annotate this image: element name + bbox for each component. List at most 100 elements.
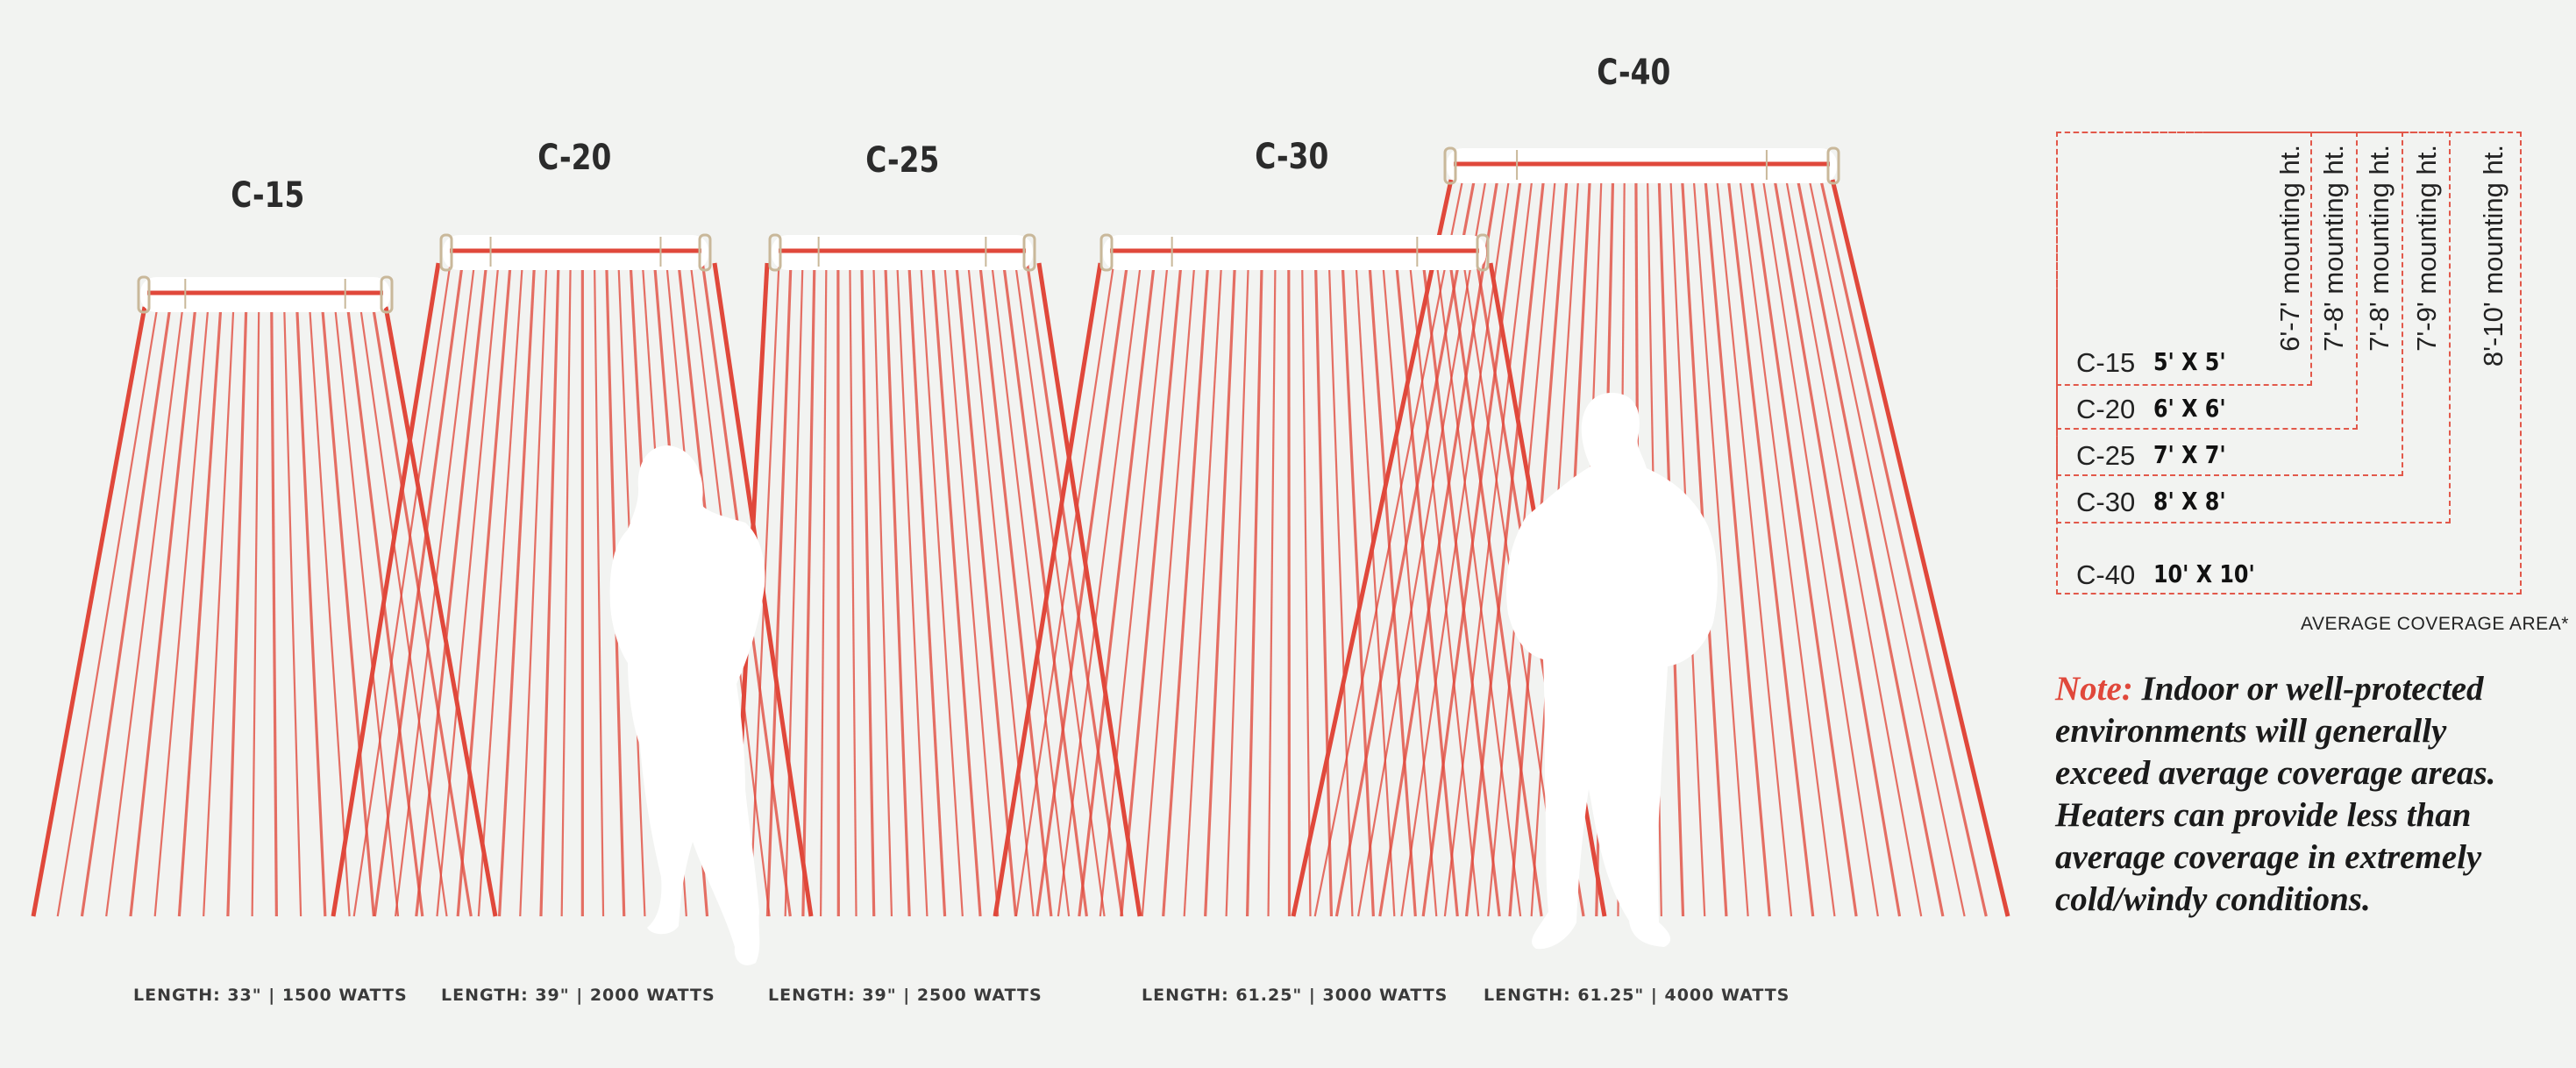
heat-ray: [1078, 262, 1156, 917]
heat-ray: [352, 262, 452, 917]
heat-ray: [1421, 179, 1522, 917]
heater-unit-c40: [1443, 146, 1840, 185]
legend-model-c20: C-20: [2076, 394, 2136, 424]
heat-ray: [226, 306, 248, 917]
heat-ray: [1334, 179, 1476, 917]
heat-ray: [1819, 179, 1988, 917]
heat-ray: [801, 262, 816, 917]
heater-bracket-right: [698, 233, 712, 272]
mounting-height-c15: 6'-7' mounting ht.: [2274, 145, 2305, 352]
mounting-height-c30: 7'-9' mounting ht.: [2411, 145, 2442, 352]
heat-ray: [1796, 179, 1945, 917]
heat-ray: [1704, 179, 1771, 917]
heat-ray: [1327, 262, 1354, 917]
person-silhouette-right: [1506, 393, 1718, 950]
heater-bracket-right: [1022, 233, 1036, 272]
heat-ray: [1014, 262, 1115, 917]
heat-ray: [872, 262, 893, 917]
heat-ray: [1692, 179, 1749, 917]
heat-ray: [1355, 262, 1396, 917]
heat-ray: [1464, 179, 1546, 917]
heat-ray: [105, 306, 184, 917]
heat-ray: [1378, 179, 1499, 917]
heater-bracket-right: [1476, 233, 1490, 272]
heater-unit-c30: [1099, 233, 1490, 272]
heat-ray: [978, 262, 1053, 917]
heater-bracket-left: [1099, 233, 1114, 272]
legend-area-c25: 7' X 7': [2153, 440, 2226, 469]
heat-ray: [749, 262, 780, 917]
heat-ray: [383, 306, 498, 917]
heat-ray: [177, 306, 223, 917]
mounting-height-c20: 7'-8' mounting ht.: [2318, 145, 2349, 352]
legend-area-c40: 10' X 10': [2153, 559, 2255, 588]
heater-bracket-left: [1443, 146, 1457, 185]
heater-bracket-left: [768, 233, 782, 272]
heat-ray: [436, 262, 500, 917]
heat-ray: [1301, 262, 1312, 917]
heat-ray: [1773, 179, 1902, 917]
heat-ray: [56, 306, 159, 917]
heat-ray: [359, 306, 448, 917]
heater-title-c20: C-20: [537, 138, 612, 178]
heat-ray: [1183, 262, 1223, 917]
heat-ray: [896, 262, 929, 917]
heat-ray: [1785, 179, 1923, 917]
legend-caption: AVERAGE COVERAGE AREA*: [2301, 614, 2569, 634]
heat-ray: [1750, 179, 1858, 917]
heat-ray: [1382, 262, 1438, 917]
legend-model-c15: C-15: [2076, 347, 2136, 378]
heat-ray: [519, 262, 548, 917]
heat-ray: [884, 262, 911, 917]
heat-ray: [295, 306, 327, 917]
heater-spec-c40: LENGTH: 61.25" | 4000 WATTS: [1484, 986, 1790, 1005]
heater-bracket-left: [137, 275, 151, 314]
heat-ray: [1245, 262, 1263, 917]
heat-ray: [1014, 262, 1106, 917]
heat-ray: [849, 262, 857, 917]
heat-ray: [394, 262, 476, 917]
heat-ray: [967, 262, 1035, 917]
heater-spec-c30: LENGTH: 61.25" | 3000 WATTS: [1142, 986, 1448, 1005]
heat-ray: [1400, 179, 1510, 917]
heat-ray: [1368, 262, 1417, 917]
heat-ray: [283, 306, 302, 917]
heat-ray: [1357, 179, 1487, 917]
heat-ray: [1120, 262, 1183, 917]
heat-ray: [203, 306, 235, 917]
heat-ray: [1313, 179, 1464, 917]
heat-ray: [456, 262, 512, 917]
heat-ray: [1408, 262, 1480, 917]
heat-ray: [80, 306, 172, 917]
heat-ray: [1808, 179, 1966, 917]
heat-ray: [1036, 262, 1142, 917]
heat-ray: [907, 262, 947, 917]
heater-title-c15: C-15: [231, 175, 305, 216]
mounting-height-c25: 7'-8' mounting ht.: [2364, 145, 2395, 352]
heat-ray: [1394, 262, 1459, 917]
heat-fan-c15: [31, 306, 498, 917]
heat-ray: [1830, 179, 2010, 917]
heat-ray: [1035, 262, 1129, 917]
heat-ray: [539, 262, 560, 917]
heat-ray: [560, 262, 572, 917]
legend-model-c25: C-25: [2076, 440, 2136, 471]
heater-bracket-right: [380, 275, 394, 314]
heat-ray: [345, 306, 424, 917]
heat-ray: [497, 262, 537, 917]
heat-ray: [1726, 179, 1815, 917]
heat-ray: [153, 306, 210, 917]
heat-ray: [1057, 262, 1142, 917]
heater-unit-c20: [439, 233, 712, 272]
heat-ray: [371, 306, 473, 917]
heater-unit-c15: [137, 275, 394, 314]
legend-area-c15: 5' X 5': [2153, 347, 2226, 376]
heat-ray: [270, 306, 278, 917]
heat-ray: [1099, 262, 1169, 917]
person-silhouette-left: [609, 445, 765, 965]
legend-box-c15: [2056, 132, 2312, 386]
heat-ray: [1204, 262, 1237, 917]
heat-ray: [331, 262, 441, 917]
heat-ray: [1225, 262, 1249, 917]
heater-title-c30: C-30: [1255, 137, 1329, 177]
